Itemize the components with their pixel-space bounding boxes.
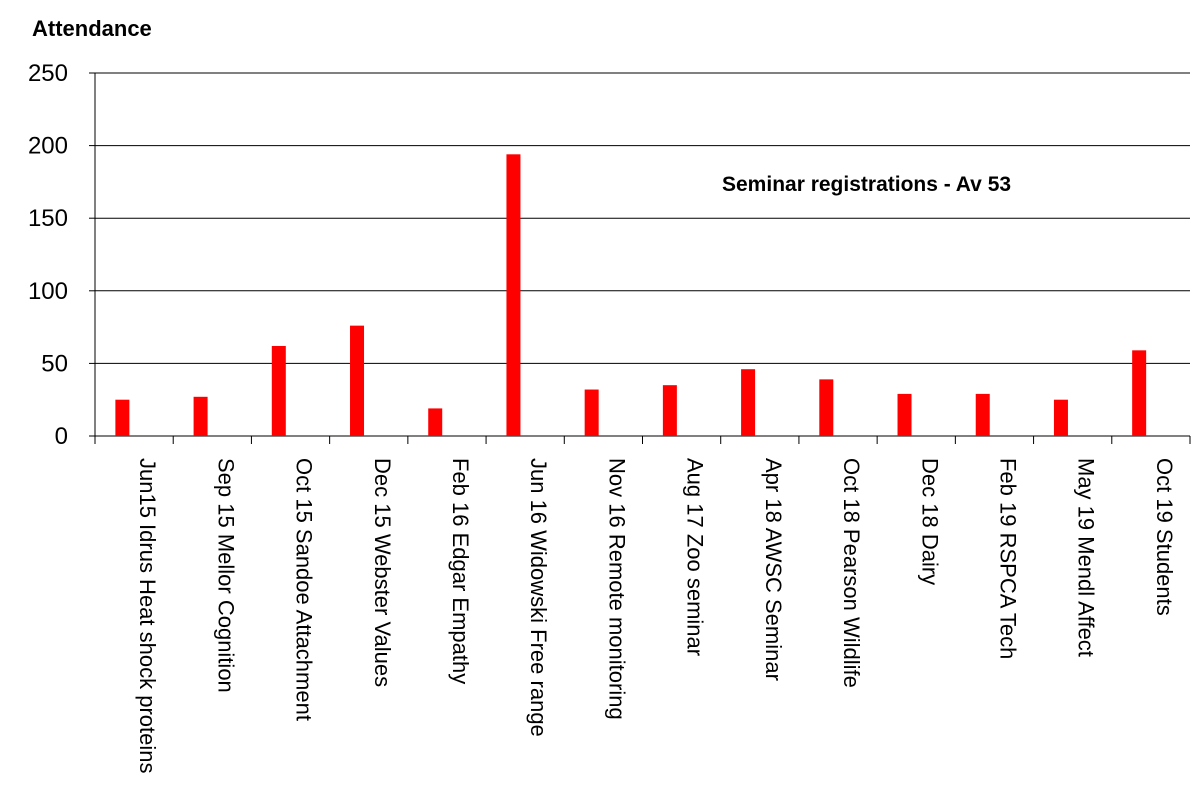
x-tick-label: Dec 18 Dairy [917,458,942,585]
bar [741,369,756,436]
x-tick-label: Oct 18 Pearson Wildlife [839,458,864,688]
x-tick-label: Apr 18 AWSC Seminar [761,458,786,681]
bar [271,345,286,436]
y-tick-label: 100 [28,278,68,305]
bar [819,379,834,436]
annotation: Seminar registrations - Av 53 [722,173,1011,196]
x-tick-label: Aug 17 Zoo seminar [683,458,708,656]
x-tick-label: Jun 16 Widowski Free range [526,458,551,737]
x-tick-label: Jun15 Idrus Heat shock proteins [135,458,160,774]
y-tick-label: 150 [28,205,68,232]
x-tick-label: Feb 19 RSPCA Tech [995,458,1020,659]
bar [193,396,208,436]
bar [115,399,130,436]
bar [428,408,443,436]
bar [1053,399,1068,436]
bar [584,389,599,436]
bar [662,385,677,436]
x-tick-label: May 19 Mendl Affect [1074,458,1099,657]
bar [975,393,990,436]
x-tick-label: Oct 15 Sandoe Attachment [292,458,317,721]
x-tick-label: Oct 19 Students [1152,458,1177,616]
x-tick-label: Feb 16 Edgar Empathy [448,458,473,684]
x-tick-label: Nov 16 Remote monitoring [604,458,629,720]
bar [506,154,521,436]
y-tick-label: 250 [28,60,68,87]
bar [350,325,365,436]
y-tick-label: 0 [55,423,68,450]
y-tick-label: 200 [28,133,68,160]
bar [1132,350,1147,436]
bar [897,393,912,436]
y-tick-label: 50 [41,350,68,377]
x-tick-label: Dec 15 Webster Values [370,458,395,687]
chart-title: Attendance [32,16,152,41]
x-tick-label: Sep 15 Mellor Cognition [213,458,238,693]
